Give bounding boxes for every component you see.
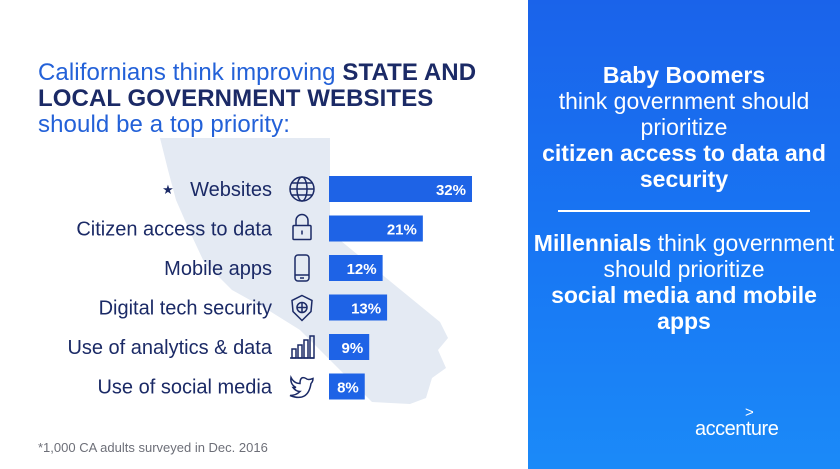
panel-divider xyxy=(558,210,810,212)
value-label: 21% xyxy=(387,222,417,239)
bar xyxy=(329,334,370,360)
globe-icon xyxy=(289,176,315,202)
headline-part-1: Californians think improving xyxy=(38,59,343,86)
left-section: Californians think improving STATE AND L… xyxy=(38,59,478,455)
boomers-priority: citizen access to data and security xyxy=(542,140,826,192)
mobile-phone-icon xyxy=(294,254,310,282)
bar-chart-icon xyxy=(290,335,315,359)
bar xyxy=(329,255,383,281)
value-label: 12% xyxy=(347,261,377,278)
millennials-priority: social media and mobile apps xyxy=(551,282,817,334)
twitter-bird-icon xyxy=(289,375,314,399)
padlock-icon xyxy=(292,213,312,241)
bar xyxy=(329,294,388,321)
bar xyxy=(329,176,472,202)
accenture-logo: > accenture xyxy=(695,404,805,442)
headline-part-2: should be a top priority: xyxy=(38,111,290,138)
value-label: 9% xyxy=(342,340,364,357)
accenture-logo-mark: > xyxy=(745,404,754,421)
boomers-text: think government should prioritize xyxy=(558,88,810,140)
priority-bar-chart: Websites ★ 32% Citizen access to data 21% Mob… xyxy=(67,176,472,400)
chart-headline: Californians think improving STATE AND L… xyxy=(38,60,478,138)
footnote: *1,000 CA adults surveyed in Dec. 2016 xyxy=(38,440,268,455)
millennials-block: Millennials think government should prio… xyxy=(528,230,840,334)
boomers-block: Baby Boomers think government should pri… xyxy=(528,62,840,192)
accenture-wordmark: accenture xyxy=(695,418,779,440)
bar xyxy=(329,215,423,242)
millennials-text: think government should prioritize xyxy=(603,230,835,282)
california-map-background xyxy=(160,138,448,404)
star-marker: ★ xyxy=(162,183,174,198)
bar xyxy=(329,373,365,400)
category-label: Mobile apps xyxy=(164,258,272,280)
boomers-title: Baby Boomers xyxy=(602,62,766,88)
category-label: Digital tech security xyxy=(99,298,272,320)
right-panel: Baby Boomers think government should pri… xyxy=(528,0,840,469)
category-label: Use of analytics & data xyxy=(67,337,272,359)
millennials-title: Millennials xyxy=(533,230,652,256)
category-label: Citizen access to data xyxy=(76,219,273,241)
headline-bold: STATE AND LOCAL GOVERNMENT WEBSITES xyxy=(38,59,477,112)
category-label: Use of social media xyxy=(97,377,272,399)
value-label: 13% xyxy=(351,301,381,318)
value-label: 32% xyxy=(436,182,466,199)
value-label: 8% xyxy=(337,380,359,397)
shield-icon xyxy=(291,294,313,322)
category-label: Websites xyxy=(190,179,272,201)
